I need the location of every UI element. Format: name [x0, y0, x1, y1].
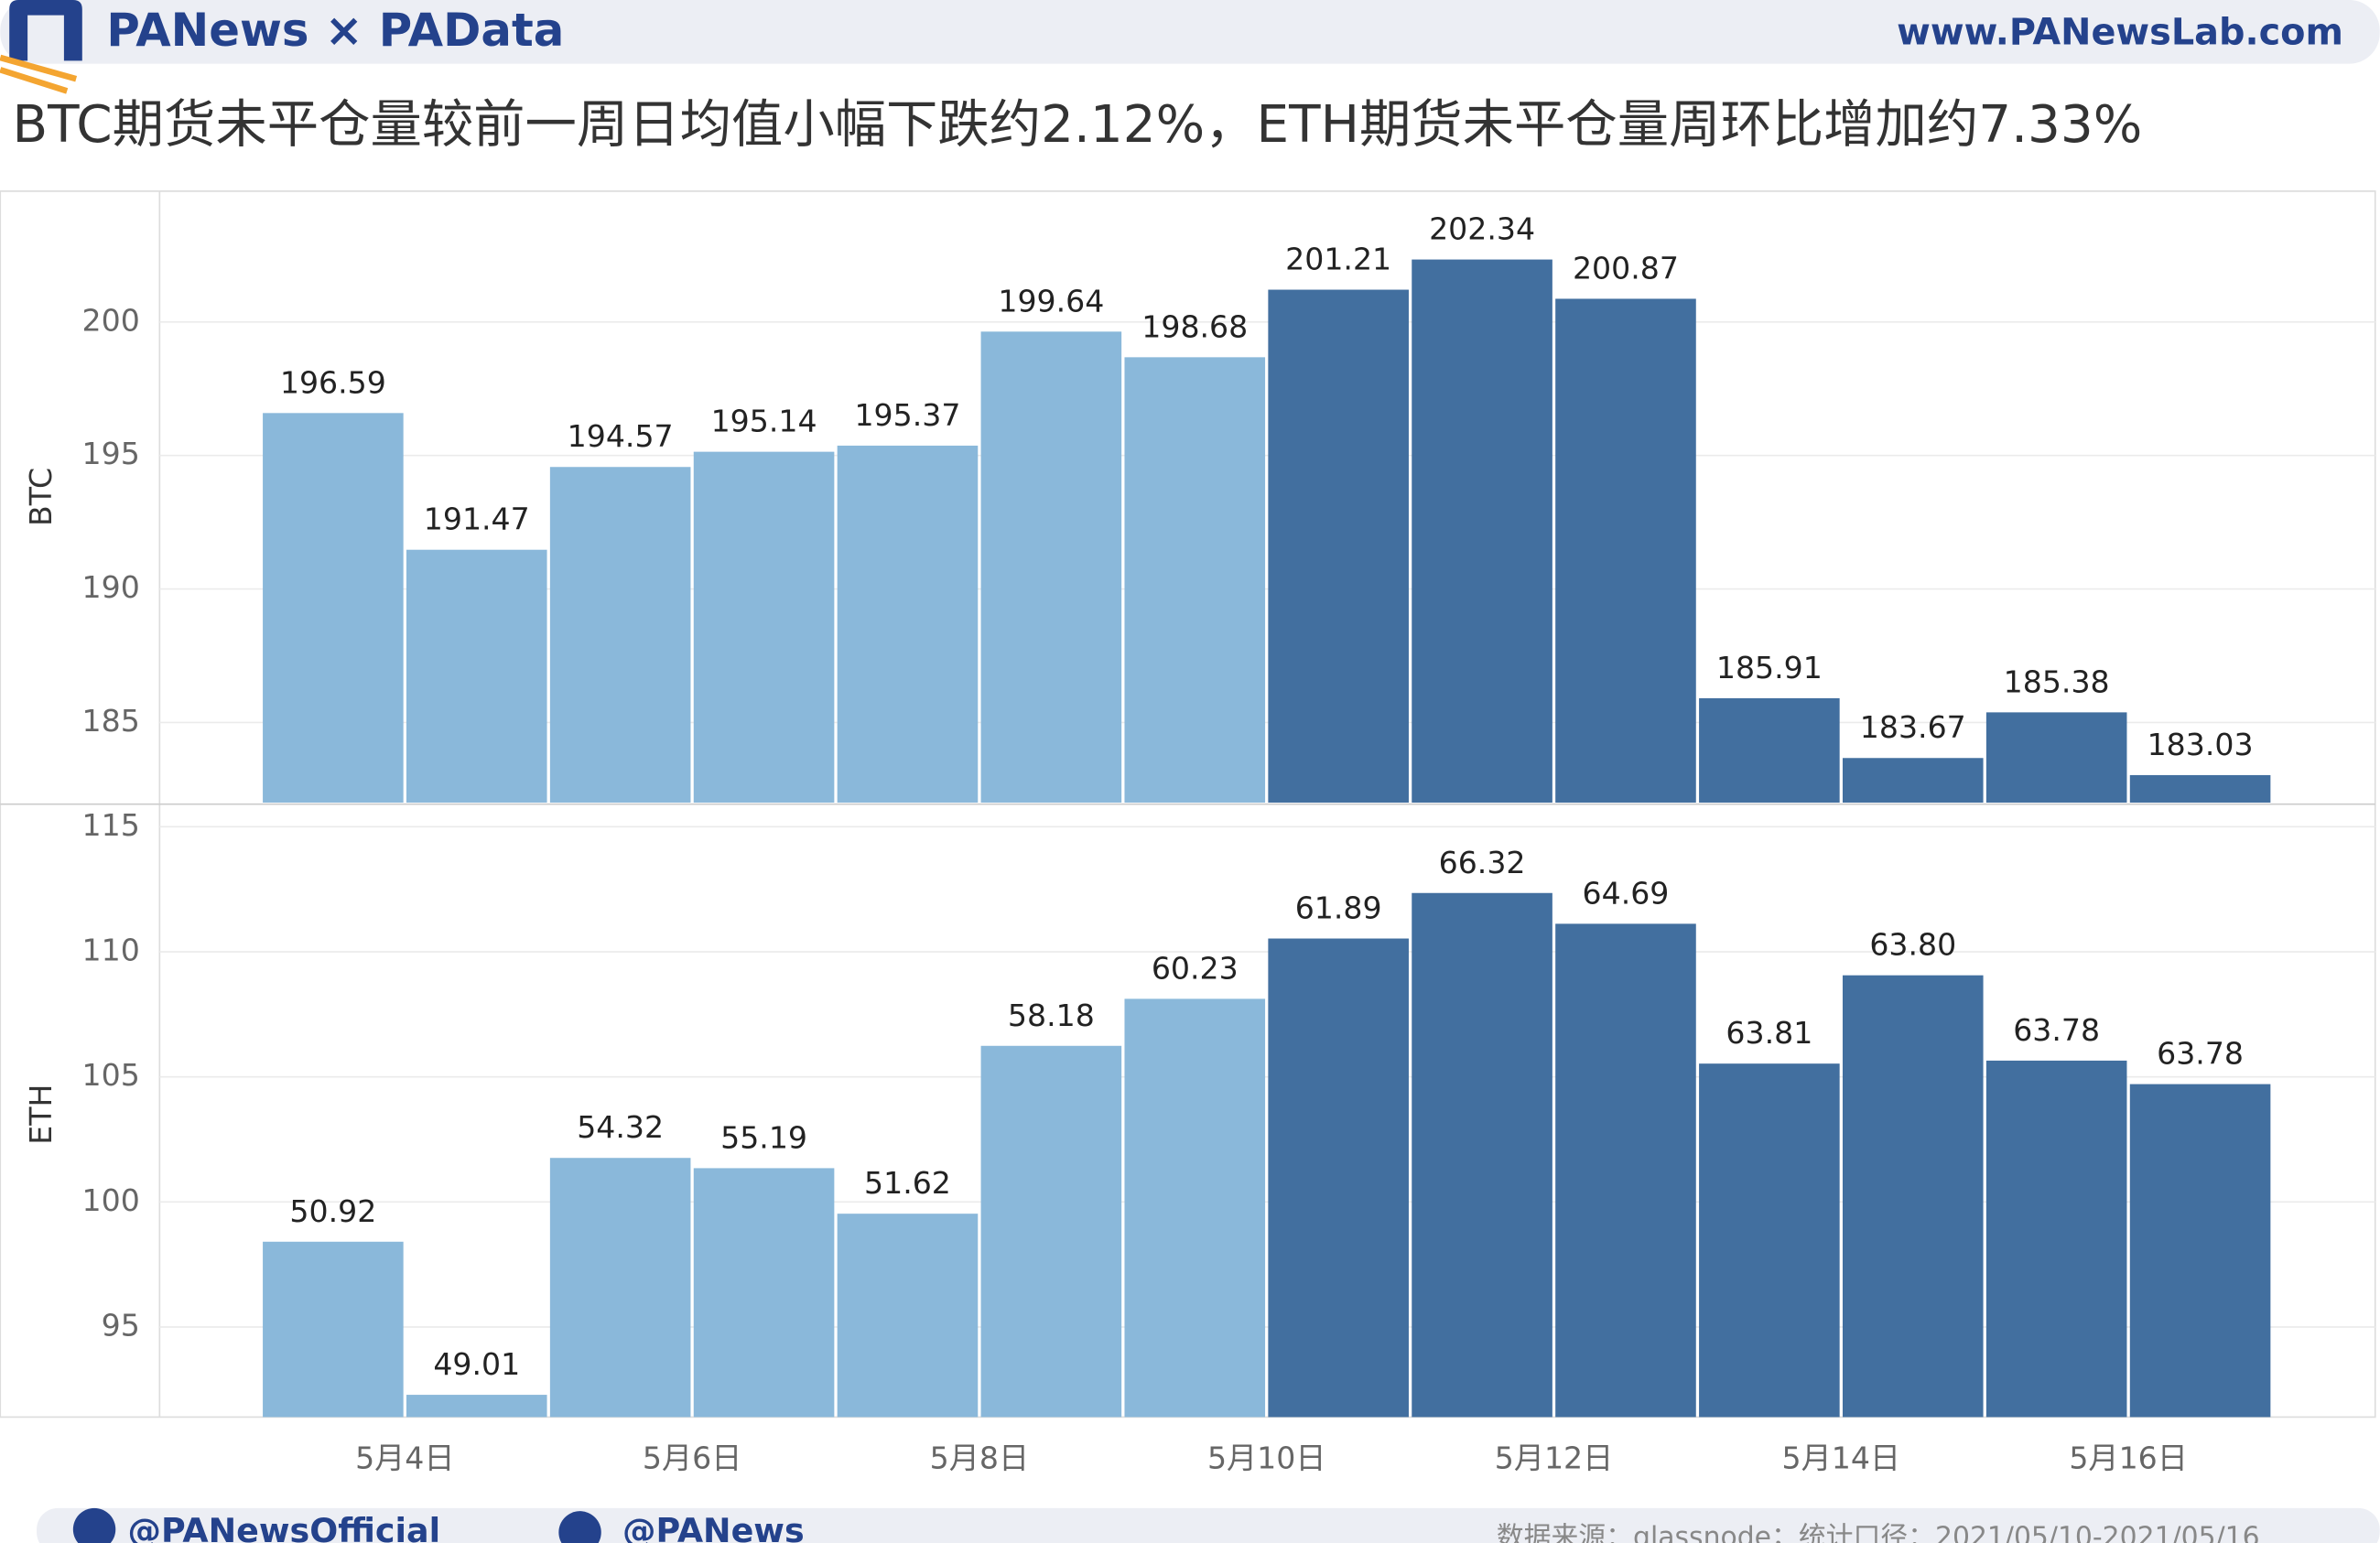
bar — [406, 1395, 547, 1418]
x-tick-label: 5月12日 — [1495, 1440, 1614, 1475]
data-label: 191.47 — [424, 502, 530, 537]
bar — [1268, 938, 1409, 1418]
data-label: 201.21 — [1285, 242, 1391, 277]
logo — [9, 0, 82, 61]
data-label: 202.34 — [1429, 211, 1535, 247]
footer-bar — [37, 1507, 2380, 1543]
data-label: 66.32 — [1439, 845, 1526, 880]
data-label: 55.19 — [720, 1119, 807, 1155]
bar — [1412, 259, 1552, 803]
bar — [1412, 892, 1552, 1418]
y-tick-label: 195 — [82, 436, 140, 471]
bar — [406, 549, 547, 803]
data-label: 195.14 — [711, 404, 817, 439]
data-label: 63.78 — [2157, 1036, 2244, 1072]
data-label: 63.80 — [1869, 927, 1956, 963]
data-label: 200.87 — [1573, 250, 1679, 286]
bar — [1555, 298, 1696, 803]
source: 数据来源：glassnode；统计口径：2021/05/10-2021/05/1… — [1497, 1522, 2260, 1543]
bar — [2129, 774, 2271, 803]
url: www.PANewsLab.com — [1897, 12, 2343, 54]
data-label: 63.81 — [1726, 1015, 1812, 1051]
bar — [1268, 289, 1409, 803]
data-label: 50.92 — [289, 1193, 376, 1229]
y-axis-label: BTC — [23, 468, 59, 526]
y-tick-label: 105 — [82, 1057, 140, 1093]
x-tick-label: 5月8日 — [930, 1440, 1029, 1475]
data-label: 63.78 — [2013, 1012, 2100, 1048]
x-tick-label: 5月16日 — [2069, 1440, 2188, 1475]
bar — [980, 1045, 1122, 1418]
y-tick-label: 110 — [82, 932, 140, 967]
twitter: @PANewsOfficial — [128, 1511, 441, 1543]
data-label: 185.91 — [1716, 650, 1823, 685]
data-label: 183.03 — [2147, 727, 2254, 762]
bar — [693, 451, 835, 803]
twitter-icon — [72, 1507, 116, 1543]
bar — [1985, 1060, 2127, 1418]
data-label: 196.59 — [280, 364, 386, 400]
bar — [1124, 357, 1266, 803]
header-bar — [0, 0, 2380, 64]
x-tick-label: 5月14日 — [1782, 1440, 1901, 1475]
y-tick-label: 115 — [82, 807, 140, 843]
data-label: 58.18 — [1008, 998, 1095, 1033]
y-tick-label: 190 — [82, 569, 140, 605]
data-label: 194.57 — [568, 418, 674, 454]
weibo-icon — [558, 1511, 601, 1543]
bar — [1699, 697, 1840, 803]
data-label: 64.69 — [1583, 875, 1670, 911]
bar — [1985, 712, 2127, 803]
bar — [1842, 975, 1984, 1418]
bar — [263, 1241, 404, 1418]
bar — [837, 445, 979, 803]
x-tick-label: 5月10日 — [1207, 1440, 1326, 1475]
bar — [263, 413, 404, 803]
bar — [837, 1214, 979, 1418]
data-label: 185.38 — [2004, 664, 2110, 699]
y-tick-label: 100 — [82, 1182, 140, 1218]
weibo: @PANews — [622, 1511, 805, 1543]
bar — [549, 467, 691, 803]
y-tick-label: 95 — [102, 1308, 140, 1343]
data-label: 199.64 — [998, 283, 1104, 318]
data-label: 49.01 — [433, 1346, 520, 1382]
data-label: 195.37 — [854, 397, 960, 433]
y-tick-label: 200 — [82, 302, 140, 338]
bar — [549, 1158, 691, 1418]
brand: PANews × PAData — [106, 4, 564, 57]
x-tick-label: 5月6日 — [643, 1440, 741, 1475]
data-label: 60.23 — [1152, 950, 1239, 986]
data-label: 183.67 — [1860, 709, 1966, 745]
bar — [1842, 758, 1984, 803]
data-label: 61.89 — [1295, 890, 1382, 926]
bar — [1699, 1063, 1840, 1418]
y-tick-label: 185 — [82, 703, 140, 739]
data-label: 54.32 — [577, 1109, 664, 1145]
bar — [1555, 923, 1696, 1418]
bar — [693, 1168, 835, 1418]
bar — [2129, 1084, 2271, 1418]
chart-title: BTC期货未平仓量较前一周日均值小幅下跌约2.12%，ETH期货未平仓量周环比增… — [13, 95, 2143, 155]
bar — [1124, 998, 1266, 1418]
x-tick-label: 5月4日 — [355, 1440, 454, 1475]
data-label: 198.68 — [1141, 308, 1248, 344]
data-label: 51.62 — [864, 1165, 951, 1201]
bar — [980, 331, 1122, 803]
logo-stripes — [0, 54, 78, 94]
y-axis-label: ETH — [23, 1084, 59, 1145]
